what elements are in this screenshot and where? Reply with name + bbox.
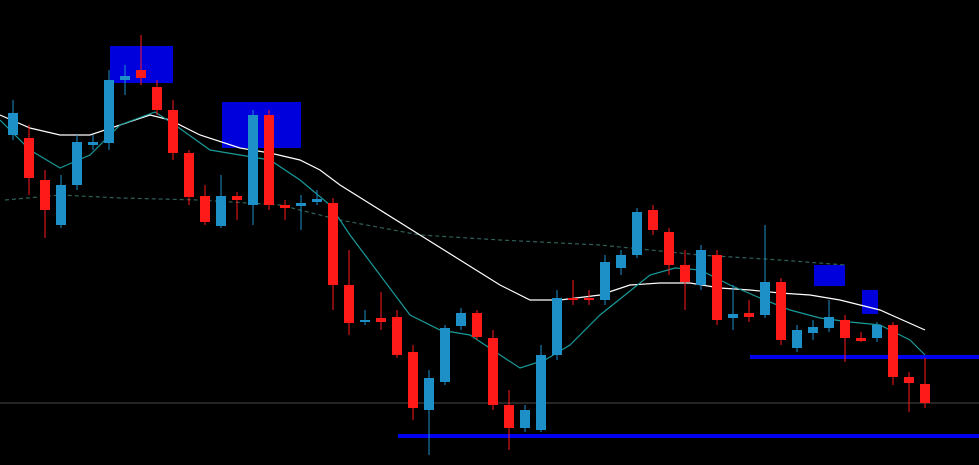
candle-body	[104, 80, 114, 143]
candle-body	[136, 70, 146, 78]
candle-body	[920, 384, 930, 403]
candle-body	[280, 205, 290, 208]
candle-body	[728, 314, 738, 318]
candle-body	[40, 180, 50, 210]
candle-body	[312, 199, 322, 202]
candle-body	[520, 410, 530, 428]
candle-body	[184, 153, 194, 197]
candle-body	[424, 378, 434, 410]
candle-body	[840, 320, 850, 338]
candle-body	[616, 255, 626, 268]
candle-body	[568, 298, 578, 300]
candle-body	[744, 313, 754, 317]
candle-body	[664, 232, 674, 265]
candle-body	[440, 328, 450, 382]
candle-body	[600, 262, 610, 300]
candle-body	[856, 338, 866, 341]
candle-body	[872, 325, 882, 338]
candle-body	[808, 327, 818, 333]
candle-body	[56, 185, 66, 225]
candle-body	[216, 196, 226, 226]
candle-body	[248, 115, 258, 205]
zone	[862, 290, 878, 314]
candle-body	[648, 210, 658, 230]
candle-body	[296, 203, 306, 206]
candle-body	[360, 320, 370, 322]
moving-average	[0, 114, 926, 331]
candle-body	[72, 142, 82, 185]
candle-body	[536, 355, 546, 430]
candle-body	[232, 196, 242, 200]
candle-body	[472, 313, 482, 337]
candle-body	[792, 330, 802, 348]
candle-body	[824, 317, 834, 328]
candle-body	[760, 282, 770, 315]
candle-body	[152, 87, 162, 110]
candle-body	[376, 318, 386, 322]
candle-body	[696, 250, 706, 285]
candle-body	[88, 142, 98, 145]
candle-body	[552, 298, 562, 355]
moving-average	[4, 194, 846, 266]
candle-body	[264, 115, 274, 205]
moving-average	[0, 111, 926, 369]
candle-body	[904, 377, 914, 383]
candle-body	[504, 405, 514, 428]
candle-body	[392, 317, 402, 355]
candle-body	[8, 113, 18, 135]
candle-body	[632, 212, 642, 255]
zone	[222, 102, 301, 148]
candle-body	[120, 76, 130, 80]
candle-body	[488, 338, 498, 405]
candle-body	[328, 203, 338, 285]
candle-body	[584, 298, 594, 300]
candle-body	[168, 110, 178, 153]
candle-body	[456, 313, 466, 326]
candle-body	[200, 196, 210, 222]
zone	[814, 265, 845, 286]
candle-body	[888, 325, 898, 377]
candle-body	[344, 285, 354, 323]
candle-body	[776, 282, 786, 340]
candle-body	[24, 138, 34, 178]
candle-body	[712, 255, 722, 320]
candle-body	[408, 352, 418, 408]
candle-body	[680, 265, 690, 282]
